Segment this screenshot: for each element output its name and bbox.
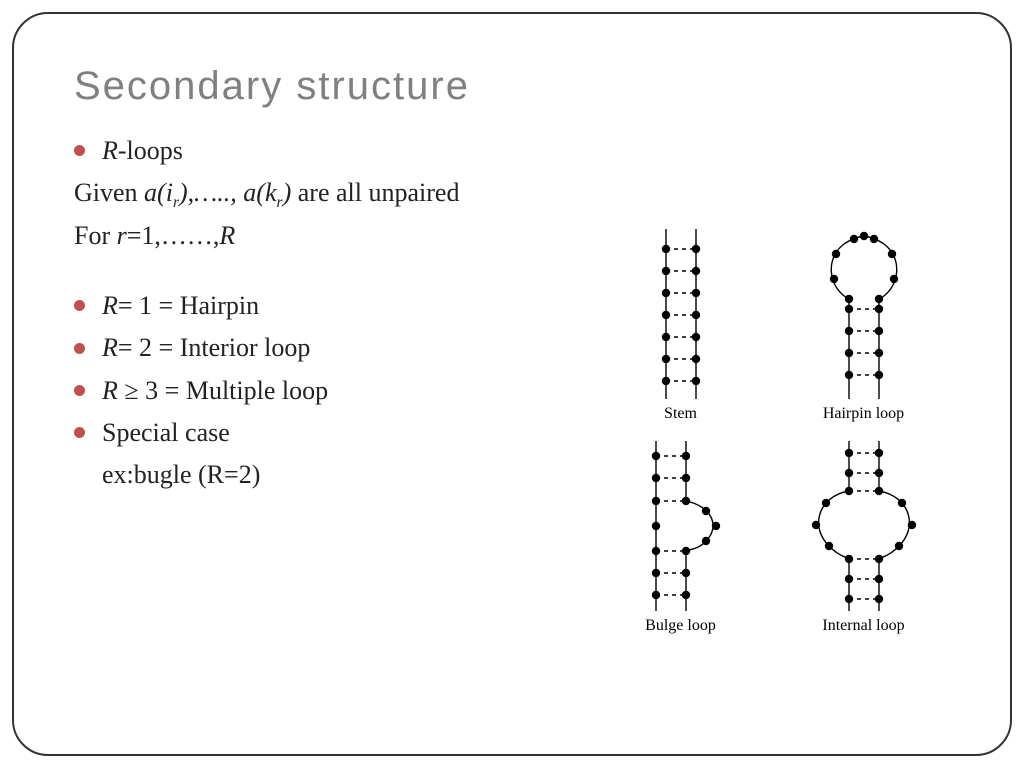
given-rest: are all unpaired [298, 178, 460, 207]
given-tail: ) [283, 178, 298, 207]
diagram-bulge: Bulge loop [594, 441, 767, 635]
bullet-rloops: R-loops [74, 131, 594, 171]
r1-rest: = 1 = Hairpin [118, 291, 259, 320]
bullet-special: Special case [74, 413, 594, 453]
for-prefix: For [74, 221, 117, 250]
diagram-stem: Stem [594, 229, 767, 423]
bullet-r1: R= 1 = Hairpin [74, 286, 594, 326]
slide-title: Secondary structure [74, 64, 950, 109]
ex-text: ex:bugle (R=2) [102, 460, 260, 489]
stem-label: Stem [664, 405, 697, 423]
hairpin-svg [794, 229, 934, 399]
r1-prefix: R [102, 291, 118, 320]
special-text: Special case [102, 418, 230, 447]
internal-svg [784, 441, 944, 611]
r3-prefix: R [102, 376, 124, 405]
ex-line: ex:bugle (R=2) [74, 455, 594, 495]
given-prefix: Given [74, 178, 144, 207]
for-R: R [219, 221, 235, 250]
spacer [74, 256, 594, 284]
diagram-hairpin: Hairpin loop [777, 229, 950, 423]
rloops-prefix: R [102, 136, 118, 165]
stem-svg [621, 229, 741, 399]
internal-label: Internal loop [822, 617, 904, 635]
r2-prefix: R [102, 333, 118, 362]
bulge-label: Bulge loop [645, 617, 716, 635]
for-rest: =1,……, [127, 221, 220, 250]
bullet-list: R-loops [74, 131, 594, 171]
content-row: R-loops Given a(ir),….., a(kr) are all u… [74, 129, 950, 635]
r2-rest: = 2 = Interior loop [118, 333, 311, 362]
slide-frame: Secondary structure R-loops Given a(ir),… [12, 12, 1012, 756]
diagram-internal: Internal loop [777, 441, 950, 635]
for-line: For r=1,……,R [74, 216, 594, 256]
given-line: Given a(ir),….., a(kr) are all unpaired [74, 173, 594, 215]
bullet-r3: R ≥ 3 = Multiple loop [74, 371, 594, 411]
hairpin-label: Hairpin loop [823, 405, 904, 423]
given-a2: a(k [243, 178, 276, 207]
text-column: R-loops Given a(ir),….., a(kr) are all u… [74, 129, 594, 635]
bullet-list-2: R= 1 = Hairpin R= 2 = Interior loop R ≥ … [74, 286, 594, 453]
diagram-grid: Stem [594, 229, 950, 635]
bulge-svg [611, 441, 751, 611]
diagram-column: Stem [594, 129, 950, 635]
rloops-rest: -loops [118, 136, 183, 165]
r3-rest: ≥ 3 = Multiple loop [124, 376, 328, 405]
bullet-r2: R= 2 = Interior loop [74, 328, 594, 368]
given-mid: ),….., [179, 178, 243, 207]
given-a1: a(i [144, 178, 173, 207]
for-r: r [117, 221, 127, 250]
